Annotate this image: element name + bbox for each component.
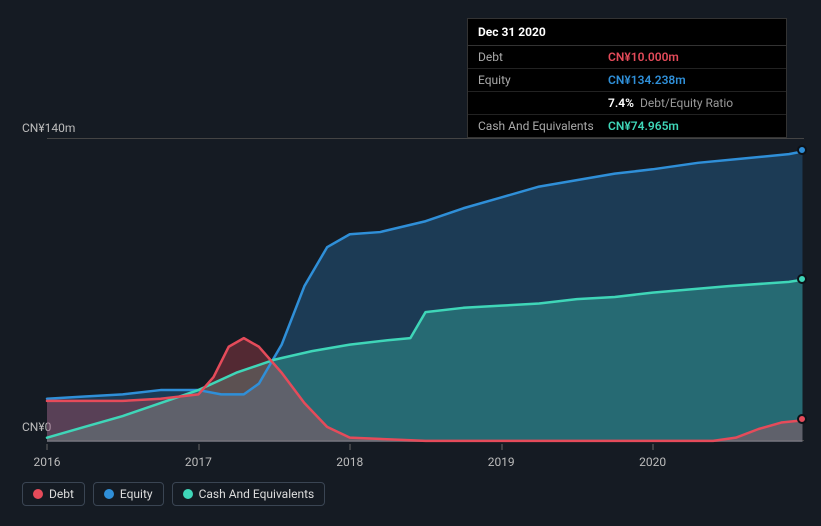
tooltip-row-value: 7.4%: [608, 96, 634, 110]
series-end-marker-equity: [797, 145, 807, 155]
tooltip-row-label: Debt: [478, 50, 608, 64]
legend-item-label: Equity: [120, 487, 153, 501]
tooltip-row-value: CN¥74.965m: [608, 119, 679, 133]
chart-tooltip: Dec 31 2020 DebtCN¥10.000mEquityCN¥134.2…: [467, 18, 787, 138]
legend-swatch-icon: [33, 489, 43, 499]
x-axis-tick: 2016: [34, 455, 61, 469]
tooltip-row-suffix: Debt/Equity Ratio: [640, 96, 733, 110]
series-end-marker-cash: [797, 274, 807, 284]
tooltip-row: EquityCN¥134.238m: [468, 69, 786, 92]
legend-item-label: Cash And Equivalents: [199, 487, 315, 501]
tooltip-row-label: [478, 96, 608, 110]
tooltip-row-value: CN¥10.000m: [608, 50, 679, 64]
legend-swatch-icon: [104, 489, 114, 499]
tooltip-row: Cash And EquivalentsCN¥74.965m: [468, 115, 786, 137]
tooltip-date: Dec 31 2020: [468, 19, 786, 46]
legend-item-cash[interactable]: Cash And Equivalents: [172, 482, 326, 506]
x-axis-tick: 2017: [185, 455, 212, 469]
x-axis-tick: 2018: [336, 455, 363, 469]
chart-legend: Debt Equity Cash And Equivalents: [22, 482, 325, 506]
series-end-marker-debt: [797, 414, 807, 424]
tooltip-row-value: CN¥134.238m: [608, 73, 686, 87]
tooltip-row-label: Cash And Equivalents: [478, 119, 608, 133]
legend-item-label: Debt: [49, 487, 74, 501]
tooltip-row-label: Equity: [478, 73, 608, 87]
legend-item-debt[interactable]: Debt: [22, 482, 85, 506]
y-axis-label: CN¥140m: [22, 121, 75, 135]
legend-swatch-icon: [183, 489, 193, 499]
x-axis-tick: 2020: [639, 455, 666, 469]
x-axis-tick: 2019: [488, 455, 515, 469]
chart-plot-area: [47, 138, 804, 441]
legend-item-equity[interactable]: Equity: [93, 482, 164, 506]
tooltip-row: DebtCN¥10.000m: [468, 46, 786, 69]
chart-svg: [47, 139, 804, 442]
tooltip-row: 7.4% Debt/Equity Ratio: [468, 92, 786, 115]
